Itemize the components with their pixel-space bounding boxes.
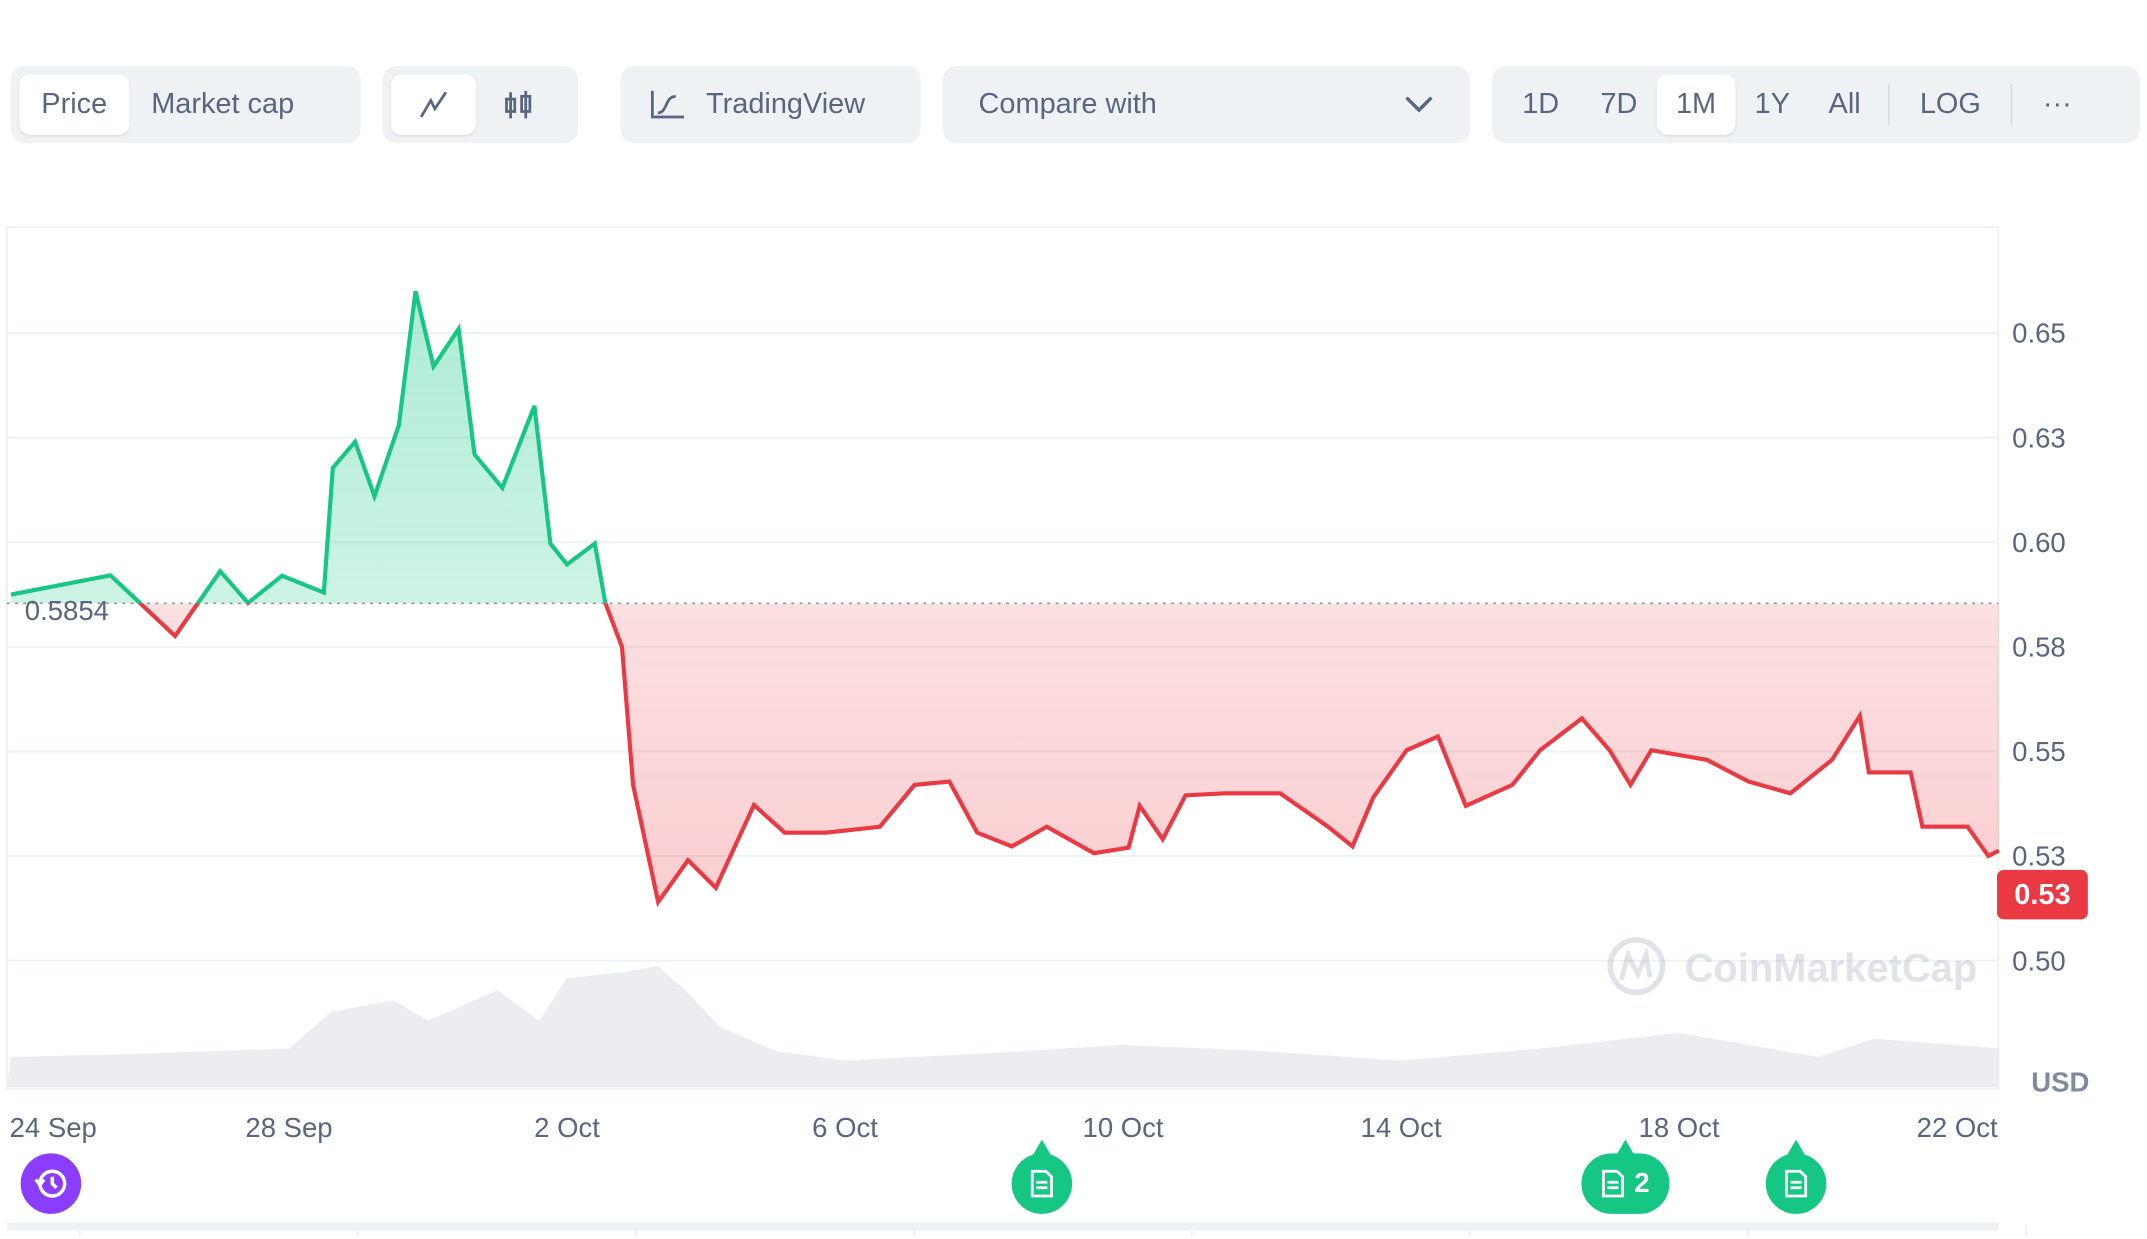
event-marker-20-oct[interactable] — [1765, 1139, 1827, 1214]
event-count: 2 — [1634, 1167, 1650, 1199]
price-line-up — [10, 290, 608, 604]
y-tick-label: 0.53 — [2012, 841, 2066, 872]
price-area-below-baseline — [140, 603, 1999, 903]
chart-type-toggle: Price Market cap — [11, 66, 361, 144]
x-tick-label: 22 Oct — [1917, 1112, 1998, 1143]
interval-all[interactable]: All — [1828, 88, 1861, 120]
y-tick-label: 0.60 — [2012, 527, 2066, 558]
coinmarketcap-logo-icon — [1607, 937, 1666, 996]
y-tick-label: 0.65 — [2012, 318, 2066, 349]
tradingview-button[interactable]: TradingView — [620, 66, 921, 144]
history-button[interactable] — [20, 1153, 82, 1214]
divider — [1888, 83, 1890, 126]
x-tick-label: 14 Oct — [1361, 1112, 1442, 1143]
divider — [2011, 83, 2013, 126]
interval-1m[interactable]: 1M — [1656, 74, 1736, 135]
document-icon — [1030, 1169, 1053, 1198]
currency-label: USD — [2031, 1066, 2089, 1097]
line-chart-button[interactable] — [390, 74, 477, 135]
event-marker-10-oct[interactable] — [1011, 1139, 1073, 1214]
volume-area — [6, 966, 1999, 1088]
x-tick-label: 10 Oct — [1083, 1112, 1164, 1143]
log-scale-toggle[interactable]: LOG — [1919, 88, 1981, 120]
x-tick-label: 24 Sep — [10, 1112, 97, 1143]
interval-1y[interactable]: 1Y — [1754, 88, 1791, 120]
watermark-text: CoinMarketCap — [1685, 946, 1978, 990]
x-tick-label: 18 Oct — [1639, 1112, 1720, 1143]
tradingview-icon — [650, 90, 685, 119]
y-tick-label: 0.55 — [2012, 736, 2066, 767]
range-scrollbar[interactable] — [6, 1222, 1999, 1231]
current-price-badge — [1997, 869, 2088, 920]
tradingview-label: TradingView — [706, 88, 866, 120]
history-icon — [34, 1169, 67, 1198]
interval-selector: 1D 7D 1M 1Y All LOG ··· — [1491, 66, 2141, 144]
interval-1d[interactable]: 1D — [1522, 88, 1560, 120]
price-line-down — [137, 603, 2000, 908]
price-area-above-baseline — [11, 291, 1999, 604]
x-tick-label: 2 Oct — [534, 1112, 600, 1143]
y-tick-label: 0.58 — [2012, 631, 2066, 662]
market-cap-tab[interactable]: Market cap — [151, 88, 295, 120]
baseline-label: 0.5854 — [25, 595, 109, 626]
y-tick-label: 0.50 — [2012, 945, 2066, 976]
line-chart-icon — [419, 91, 448, 118]
price-tab[interactable]: Price — [19, 74, 130, 135]
event-marker-18-oct[interactable]: 2 — [1581, 1139, 1670, 1214]
x-tick-label: 28 Sep — [245, 1112, 332, 1143]
current-price-label: 0.53 — [2014, 879, 2070, 911]
coinmarketcap-watermark: CoinMarketCap — [1607, 937, 1978, 996]
interval-7d[interactable]: 7D — [1600, 88, 1638, 120]
more-options-button[interactable]: ··· — [2042, 88, 2072, 120]
candlestick-icon — [505, 90, 532, 119]
x-tick-label: 6 Oct — [812, 1112, 878, 1143]
compare-with-dropdown[interactable]: Compare with — [942, 66, 1470, 144]
chart-style-toggle — [382, 66, 579, 144]
candlestick-button[interactable] — [476, 74, 561, 135]
chevron-down-icon — [1405, 96, 1433, 113]
document-icon — [1785, 1169, 1808, 1198]
compare-with-label: Compare with — [978, 88, 1157, 120]
document-icon — [1602, 1169, 1625, 1198]
y-tick-label: 0.63 — [2012, 422, 2066, 453]
